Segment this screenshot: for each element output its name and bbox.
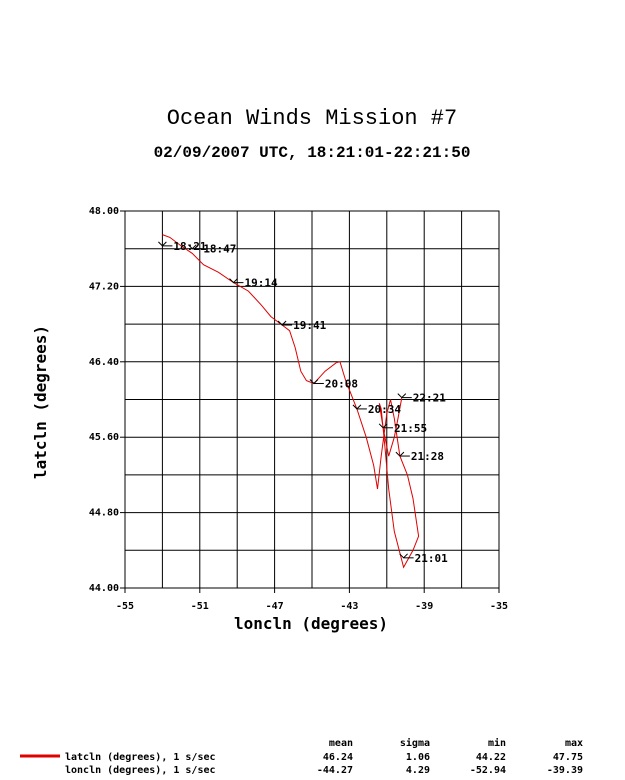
y-axis-label: latcln (degrees)	[31, 325, 50, 479]
time-label: 19:41	[293, 319, 326, 332]
time-label: 18:47	[203, 243, 236, 256]
time-label: 19:14	[244, 277, 277, 290]
y-tick-label: 47.20	[89, 281, 119, 292]
time-label: 20:08	[325, 377, 358, 390]
time-marker	[397, 393, 407, 399]
chart-title: Ocean Winds Mission #7	[167, 106, 457, 131]
time-label: 21:55	[394, 422, 427, 435]
stats-table: mean sigma min max latcln (degrees), 1 s…	[20, 737, 583, 776]
time-marker	[187, 244, 197, 250]
stats-cell: 44.22	[476, 752, 506, 763]
y-tick-label: 45.60	[89, 432, 119, 443]
stats-header-sigma: sigma	[400, 737, 430, 749]
plot-area: -55 -51 -47 -43 -39 -35 48.00 47.20 46.40 45.60 44…	[89, 206, 508, 612]
x-tick-label: -51	[191, 601, 209, 612]
time-marker	[352, 404, 362, 410]
x-tick-label: -43	[340, 601, 358, 612]
stats-cell: -39.39	[547, 765, 583, 776]
flight-track-line	[162, 234, 420, 569]
time-label: 20:34	[368, 403, 401, 416]
stats-cell: -44.27	[317, 765, 353, 776]
stats-cell: 1.06	[406, 752, 430, 763]
x-tick-label: -39	[415, 601, 433, 612]
stats-header-max: max	[565, 738, 583, 749]
x-axis-label: loncln (degrees)	[234, 614, 388, 633]
stats-row-label: loncln (degrees), 1 s/sec	[65, 765, 216, 776]
y-tick-label: 44.80	[89, 508, 119, 519]
x-tick-label: -35	[490, 601, 508, 612]
stats-header-min: min	[488, 737, 506, 749]
x-tick-label: -55	[116, 601, 134, 612]
stats-cell: 47.75	[553, 752, 583, 763]
stats-cell: -52.94	[470, 765, 506, 776]
y-tick-label: 44.00	[89, 583, 119, 594]
stats-cell: 4.29	[406, 765, 430, 776]
plot-frame	[124, 210, 500, 589]
time-marker	[399, 553, 408, 559]
stats-header-mean: mean	[329, 738, 353, 749]
time-label: 21:01	[415, 552, 448, 565]
y-tick-label: 48.00	[89, 206, 119, 217]
y-tick-label: 46.40	[89, 357, 119, 368]
x-tick-label: -47	[266, 601, 284, 612]
time-label: 21:28	[411, 450, 444, 463]
stats-cell: 46.24	[323, 752, 353, 763]
chart-subtitle: 02/09/2007 UTC, 18:21:01-22:21:50	[154, 144, 471, 162]
time-label: 22:21	[413, 392, 446, 405]
stats-row-label: latcln (degrees), 1 s/sec	[65, 752, 216, 763]
